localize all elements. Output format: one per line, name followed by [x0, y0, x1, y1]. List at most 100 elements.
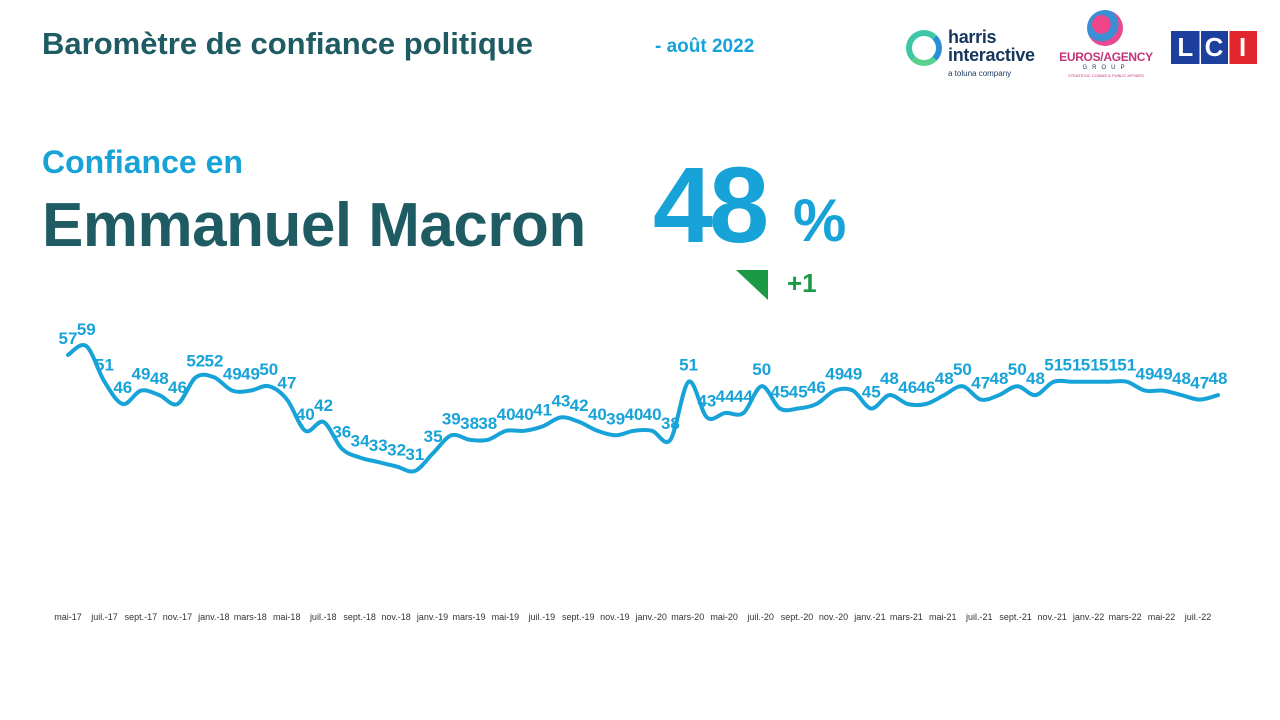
data-label: 36	[332, 423, 351, 442]
data-label: 46	[898, 378, 917, 397]
x-tick-label: nov.-17	[163, 612, 192, 622]
data-label: 39	[606, 409, 625, 428]
data-label: 49	[843, 365, 862, 384]
euros-logo-text: EUROS/AGENCY	[1059, 50, 1153, 64]
change-value: +1	[787, 268, 817, 298]
data-label: 40	[624, 405, 643, 424]
page-title: Baromètre de confiance politique	[42, 26, 533, 61]
data-label: 59	[77, 320, 96, 339]
data-label: 38	[661, 414, 680, 433]
trend-arrow-icon	[736, 270, 768, 300]
data-label: 48	[1172, 369, 1191, 388]
x-tick-label: mai-17	[54, 612, 82, 622]
euros-logo-subtext: STRATEGIC COMMS & PUBLIC AFFAIRS	[1068, 73, 1144, 78]
data-label: 49	[241, 365, 260, 384]
star-icon	[1087, 10, 1123, 46]
data-label: 38	[478, 414, 497, 433]
data-label: 43	[697, 391, 716, 410]
data-label: 50	[1008, 360, 1027, 379]
x-tick-label: janv.-20	[635, 612, 667, 622]
data-label: 32	[387, 441, 406, 460]
data-label: 49	[132, 365, 151, 384]
data-label: 48	[880, 369, 899, 388]
confidence-unit: %	[793, 187, 847, 254]
x-tick-label: nov.-18	[381, 612, 410, 622]
data-label: 45	[770, 383, 789, 402]
page-date: - août 2022	[655, 36, 755, 57]
data-label: 51	[679, 356, 698, 375]
harris-logo-subtext: a toluna company	[948, 69, 1012, 78]
data-label: 40	[643, 405, 662, 424]
x-tick-label: nov.-21	[1038, 612, 1067, 622]
data-label: 31	[405, 445, 424, 464]
confidence-value: 48	[653, 144, 769, 265]
data-label: 48	[1209, 369, 1228, 388]
data-label: 40	[296, 405, 315, 424]
data-label: 51	[1044, 356, 1063, 375]
x-tick-label: mars-18	[234, 612, 267, 622]
data-label: 52	[205, 351, 224, 370]
x-tick-label: janv.-22	[1072, 612, 1104, 622]
x-tick-label: mars-22	[1109, 612, 1142, 622]
x-tick-label: juil.-22	[1184, 612, 1212, 622]
data-label: 48	[1026, 369, 1045, 388]
data-label: 49	[223, 365, 242, 384]
x-tick-label: sept.-18	[343, 612, 376, 622]
data-label: 41	[533, 400, 552, 419]
x-tick-label: juil.-18	[309, 612, 337, 622]
x-tick-label: juil.-17	[90, 612, 118, 622]
x-tick-label: mai-21	[929, 612, 957, 622]
x-tick-label: juil.-21	[965, 612, 993, 622]
subject-label: Confiance en	[42, 144, 243, 180]
data-label: 42	[314, 396, 333, 415]
data-label: 45	[789, 383, 808, 402]
data-label: 50	[259, 360, 278, 379]
euros-group-text: GROUP	[1082, 65, 1130, 71]
x-tick-label: mars-19	[452, 612, 485, 622]
data-label: 46	[807, 378, 826, 397]
data-label: 51	[1063, 356, 1082, 375]
euros-agency-logo: EUROS/AGENCY GROUP STRATEGIC COMMS & PUB…	[1054, 10, 1158, 80]
x-tick-label: juil.-20	[746, 612, 774, 622]
x-tick-label: janv.-21	[853, 612, 885, 622]
data-label: 49	[825, 365, 844, 384]
data-label: 49	[1136, 365, 1155, 384]
x-tick-label: sept.-17	[125, 612, 158, 622]
data-label: 45	[862, 383, 881, 402]
x-tick-label: nov.-20	[819, 612, 848, 622]
x-tick-label: mai-19	[492, 612, 520, 622]
x-tick-label: mai-18	[273, 612, 301, 622]
subject-name: Emmanuel Macron	[42, 191, 586, 260]
data-label: 52	[186, 351, 205, 370]
x-tick-label: mai-20	[710, 612, 738, 622]
x-tick-label: sept.-19	[562, 612, 595, 622]
data-label: 38	[460, 414, 479, 433]
data-label: 51	[1117, 356, 1136, 375]
x-tick-label: mars-21	[890, 612, 923, 622]
x-tick-label: mars-20	[671, 612, 704, 622]
data-label: 34	[351, 432, 370, 451]
data-label: 47	[971, 374, 990, 393]
data-label: 42	[570, 396, 589, 415]
data-label: 47	[278, 374, 297, 393]
data-label: 33	[369, 436, 388, 455]
data-label: 51	[1099, 356, 1118, 375]
data-label: 40	[515, 405, 534, 424]
x-tick-label: janv.-19	[416, 612, 448, 622]
lci-logo: L C I	[1171, 31, 1257, 64]
data-label: 49	[1154, 365, 1173, 384]
harris-interactive-logo: harris interactive a toluna company	[906, 28, 1048, 80]
data-label: 44	[734, 387, 753, 406]
x-tick-label: sept.-20	[781, 612, 814, 622]
data-label: 50	[953, 360, 972, 379]
data-label: 35	[424, 427, 443, 446]
data-label: 48	[150, 369, 169, 388]
x-tick-label: mai-22	[1148, 612, 1176, 622]
data-label: 50	[752, 360, 771, 379]
harris-ring-icon	[906, 30, 942, 66]
data-label: 51	[1081, 356, 1100, 375]
x-tick-label: sept.-21	[999, 612, 1032, 622]
data-label: 40	[588, 405, 607, 424]
data-label: 46	[916, 378, 935, 397]
